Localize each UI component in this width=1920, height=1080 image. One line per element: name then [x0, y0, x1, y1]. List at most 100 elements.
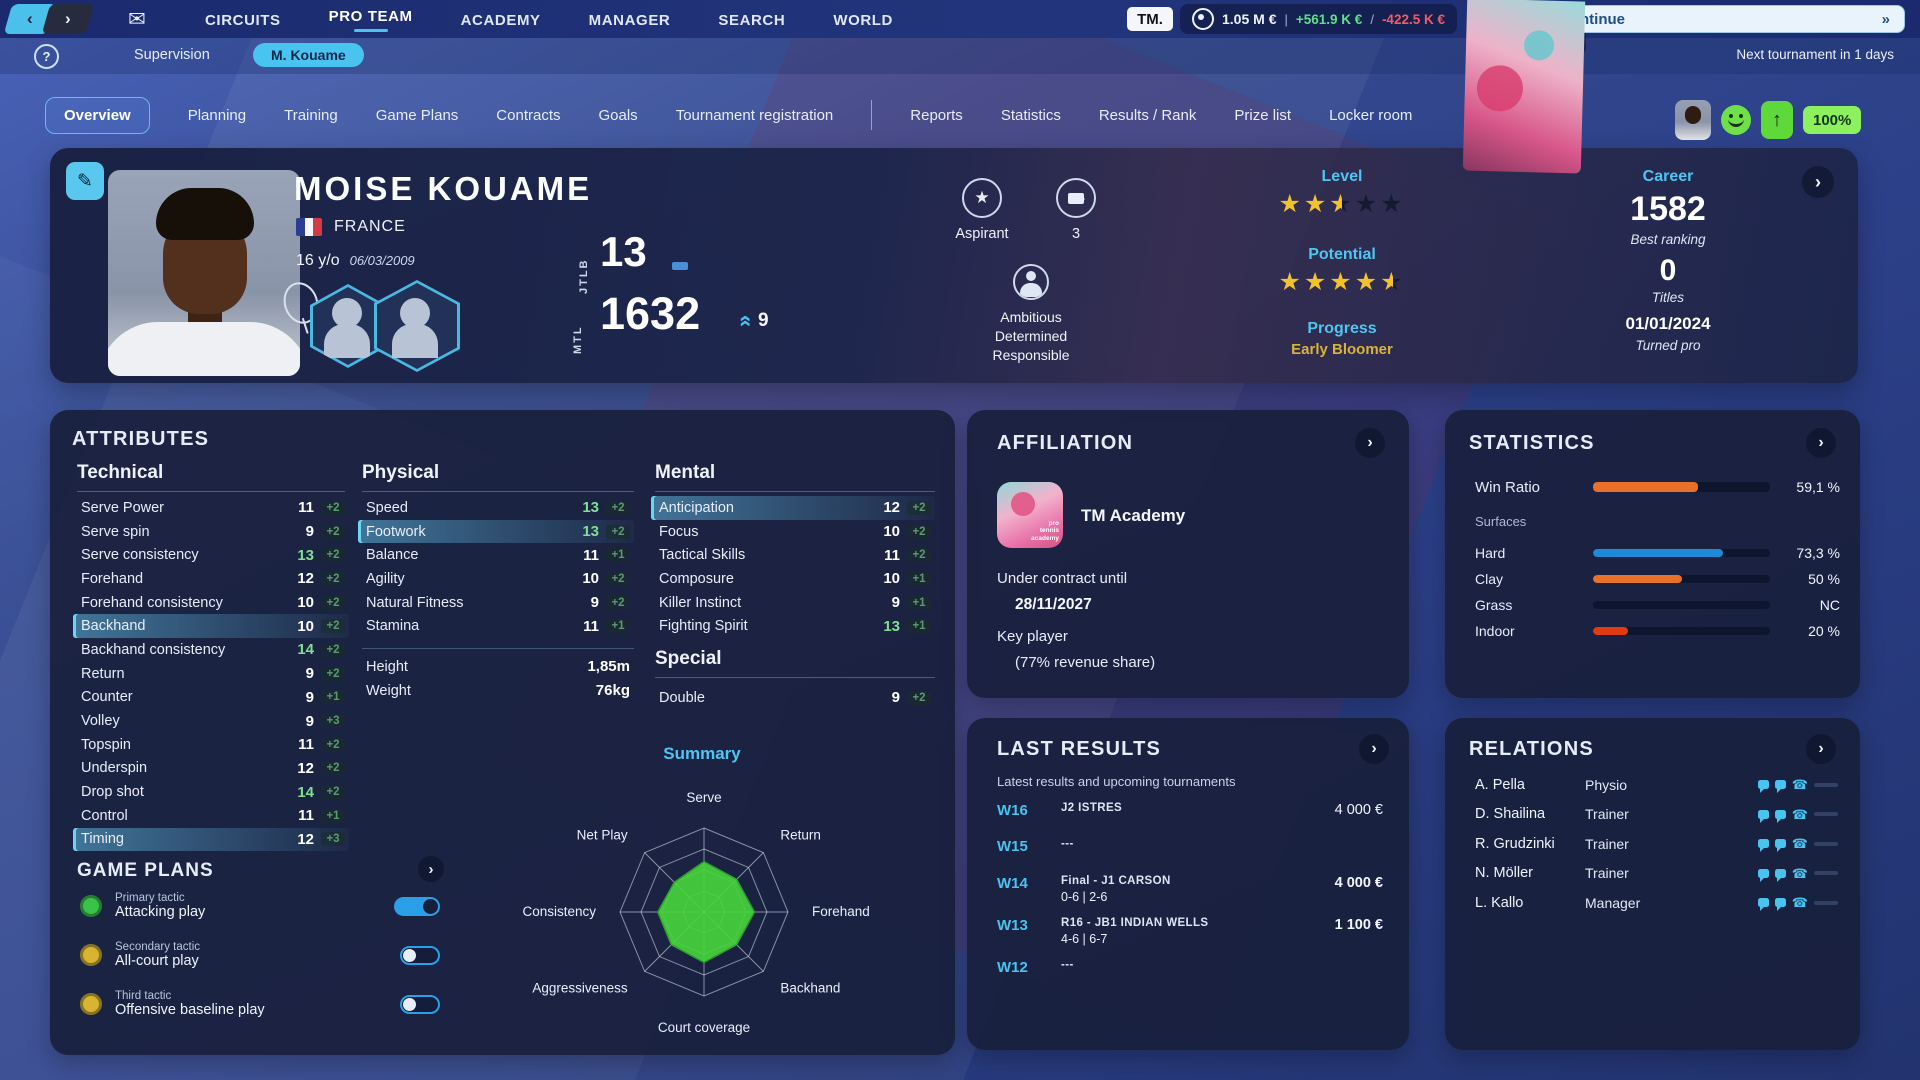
progress-value: Early Bloomer: [1291, 341, 1393, 358]
game-plans-chevron-button[interactable]: ›: [418, 856, 444, 882]
last-results-chevron-button[interactable]: ›: [1359, 734, 1389, 764]
chat-icon[interactable]: [1774, 839, 1786, 853]
attribute-row-topspin[interactable]: Topspin 11 +2: [73, 733, 349, 757]
nav-item-circuits[interactable]: CIRCUITS: [205, 11, 281, 29]
avatar[interactable]: [1675, 100, 1711, 140]
attribute-row-forehand-consistency[interactable]: Forehand consistency 10 +2: [73, 591, 349, 615]
tab-planning[interactable]: Planning: [187, 106, 247, 124]
statistics-chevron-button[interactable]: ›: [1806, 428, 1836, 458]
attribute-row-focus[interactable]: Focus 10 +2: [651, 520, 935, 544]
attribute-row-footwork[interactable]: Footwork 13 +2: [358, 519, 634, 544]
tab-overview[interactable]: Overview: [45, 96, 150, 134]
result-row-w12[interactable]: W12 ---: [997, 959, 1383, 993]
edit-pencil-icon[interactable]: ✎: [66, 162, 104, 200]
attribute-row-return[interactable]: Return 9 +2: [73, 662, 349, 686]
affiliation-chevron-button[interactable]: ›: [1355, 428, 1385, 458]
attribute-row-anticipation[interactable]: Anticipation 12 +2: [651, 496, 935, 520]
phone-icon[interactable]: ☎: [1791, 895, 1808, 911]
phone-icon[interactable]: ☎: [1791, 777, 1808, 793]
attribute-row-counter[interactable]: Counter 9 +1: [73, 686, 349, 710]
attribute-row-fighting-spirit[interactable]: Fighting Spirit 13 +1: [651, 614, 935, 638]
result-row-w15[interactable]: W15 ---: [997, 838, 1383, 875]
attribute-row-drop-shot[interactable]: Drop shot 14 +2: [73, 780, 349, 804]
phone-icon[interactable]: ☎: [1791, 806, 1808, 822]
attribute-row-volley[interactable]: Volley 9 +3: [73, 709, 349, 733]
forward-button[interactable]: ›: [41, 4, 95, 34]
attribute-row-backhand-consistency[interactable]: Backhand consistency 14 +2: [73, 638, 349, 662]
finance-summary[interactable]: 1.05 M € | +561.9 K € / -422.5 K €: [1180, 4, 1457, 34]
attribute-row-natural-fitness[interactable]: Natural Fitness 9 +2: [358, 591, 634, 615]
attribute-row-serve-power[interactable]: Serve Power 11 +2: [73, 496, 349, 520]
nav-item-academy[interactable]: ACADEMY: [460, 11, 541, 29]
result-row-w16[interactable]: W16 J2 ISTRES 4 000 €: [997, 802, 1383, 838]
attribute-row-stamina[interactable]: Stamina 11 +1: [358, 614, 634, 638]
result-row-w13[interactable]: W13 R16 - JB1 INDIAN WELLS 4-6 | 6-7 1 100 …: [997, 917, 1383, 959]
tab-statistics[interactable]: Statistics: [1000, 106, 1061, 124]
attribute-row-agility[interactable]: Agility 10 +2: [358, 567, 634, 591]
personality-traits: Ambitious Determined Responsible: [966, 264, 1096, 365]
tactic-toggle[interactable]: [400, 994, 440, 1014]
tab-results-rank[interactable]: Results / Rank: [1098, 106, 1197, 124]
attribute-row-speed[interactable]: Speed 13 +2: [358, 496, 634, 520]
relation-row-a-pella[interactable]: A. Pella Physio ☎: [1475, 770, 1838, 800]
help-icon[interactable]: ?: [34, 44, 59, 69]
chat-icon[interactable]: [1774, 809, 1786, 823]
tab-prize-list[interactable]: Prize list: [1234, 106, 1292, 124]
relation-row-n-möller[interactable]: N. Möller Trainer ☎: [1475, 859, 1838, 889]
stat-bar-fill: [1593, 549, 1723, 557]
chat-icon[interactable]: [1757, 868, 1769, 882]
attribute-row-control[interactable]: Control 11 +1: [73, 804, 349, 828]
continue-button[interactable]: Continue »: [1545, 5, 1905, 33]
nav-item-pro-team[interactable]: PRO TEAM: [329, 6, 413, 32]
nav-item-world[interactable]: WORLD: [833, 11, 893, 29]
media-badge[interactable]: 3: [1026, 178, 1126, 242]
game-plan-row-2[interactable]: Secondary tactic All-court play: [80, 933, 440, 977]
phone-icon[interactable]: ☎: [1791, 865, 1808, 881]
chat-icon[interactable]: [1774, 898, 1786, 912]
relation-row-r-grudzinki[interactable]: R. Grudzinki Trainer ☎: [1475, 829, 1838, 859]
chat-icon[interactable]: [1774, 780, 1786, 794]
tab-reports[interactable]: Reports: [910, 106, 963, 124]
potential-label: Potential: [1308, 246, 1376, 263]
attribute-label: Tactical Skills: [659, 547, 746, 564]
attribute-value: 11: [884, 546, 900, 564]
mail-icon[interactable]: ✉: [128, 8, 146, 31]
chat-icon[interactable]: [1757, 898, 1769, 912]
attribute-row-timing[interactable]: Timing 12 +3: [73, 827, 349, 852]
chat-icon[interactable]: [1757, 839, 1769, 853]
relation-row-d-shailina[interactable]: D. Shailina Trainer ☎: [1475, 800, 1838, 830]
result-row-w14[interactable]: W14 Final - J1 CARSON 0-6 | 2-6 4 000 €: [997, 875, 1383, 917]
attribute-row-serve-consistency[interactable]: Serve consistency 13 +2: [73, 543, 349, 567]
tactic-toggle[interactable]: [394, 896, 440, 916]
tab-contracts[interactable]: Contracts: [496, 106, 561, 124]
attribute-row-forehand[interactable]: Forehand 12 +2: [73, 567, 349, 591]
game-plan-row-3[interactable]: Third tactic Offensive baseline play: [80, 982, 440, 1026]
career-chevron-button[interactable]: ›: [1802, 166, 1834, 198]
attribute-row-composure[interactable]: Composure 10 +1: [651, 567, 935, 591]
tab-game-plans[interactable]: Game Plans: [375, 106, 459, 124]
player-pill[interactable]: M. Kouame: [253, 43, 364, 67]
attribute-row-double[interactable]: Double 9 +2: [651, 686, 935, 710]
chat-icon[interactable]: [1774, 868, 1786, 882]
results-list: W16 J2 ISTRES 4 000 € W15 --- W14 Final - J1 C…: [997, 802, 1383, 993]
relations-chevron-button[interactable]: ›: [1806, 734, 1836, 764]
nav-item-manager[interactable]: MANAGER: [588, 11, 671, 29]
nav-item-search[interactable]: SEARCH: [718, 11, 786, 29]
breadcrumb[interactable]: Supervision: [134, 47, 210, 63]
tab-tournament-registration[interactable]: Tournament registration: [675, 106, 834, 124]
game-plan-row-1[interactable]: Primary tactic Attacking play: [80, 884, 440, 928]
tab-goals[interactable]: Goals: [598, 106, 638, 124]
attribute-row-serve-spin[interactable]: Serve spin 9 +2: [73, 520, 349, 544]
phone-icon[interactable]: ☎: [1791, 836, 1808, 852]
relation-row-l-kallo[interactable]: L. Kallo Manager ☎: [1475, 888, 1838, 918]
attribute-row-tactical-skills[interactable]: Tactical Skills 11 +2: [651, 543, 935, 567]
tab-locker-room[interactable]: Locker room: [1329, 106, 1413, 124]
tab-training[interactable]: Training: [284, 106, 338, 124]
tactic-toggle[interactable]: [400, 945, 440, 965]
chat-icon[interactable]: [1757, 780, 1769, 794]
attribute-row-balance[interactable]: Balance 11 +1: [358, 543, 634, 567]
attribute-row-backhand[interactable]: Backhand 10 +2: [73, 614, 349, 639]
chat-icon[interactable]: [1757, 809, 1769, 823]
attribute-row-killer-instinct[interactable]: Killer Instinct 9 +1: [651, 591, 935, 615]
attribute-row-underspin[interactable]: Underspin 12 +2: [73, 757, 349, 781]
